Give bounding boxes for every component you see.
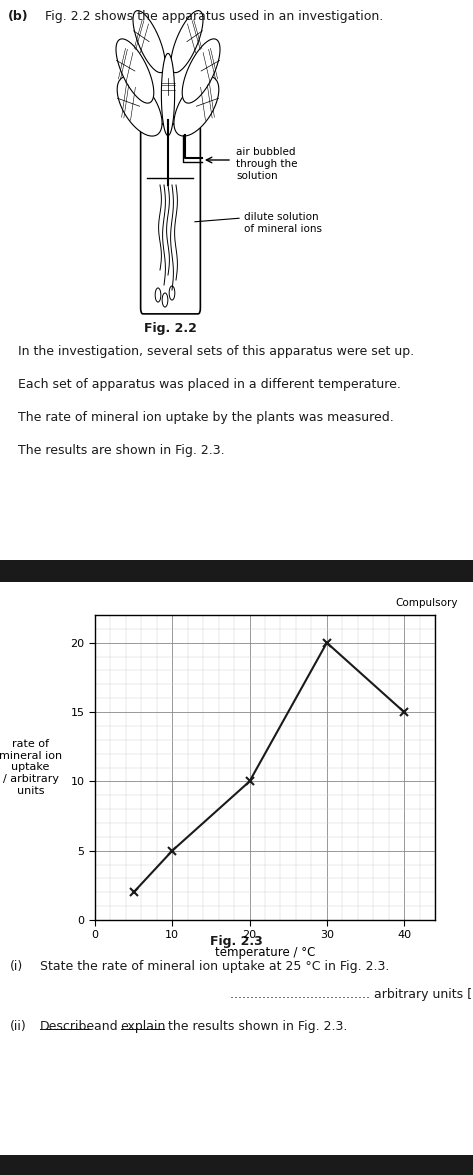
Circle shape — [155, 288, 161, 302]
Circle shape — [169, 286, 175, 300]
X-axis label: temperature / °C: temperature / °C — [215, 946, 315, 959]
Polygon shape — [117, 76, 162, 136]
Polygon shape — [133, 11, 165, 73]
Text: State the rate of mineral ion uptake at 25 °C in Fig. 2.3.: State the rate of mineral ion uptake at … — [40, 960, 389, 973]
Text: Fig. 2.2 shows the apparatus used in an investigation.: Fig. 2.2 shows the apparatus used in an … — [45, 11, 383, 24]
Bar — [0, 1155, 473, 1175]
Polygon shape — [116, 39, 154, 103]
Text: the results shown in Fig. 2.3.: the results shown in Fig. 2.3. — [164, 1020, 347, 1033]
Text: (ii): (ii) — [10, 1020, 27, 1033]
Text: (b): (b) — [8, 11, 29, 24]
Text: of mineral ions: of mineral ions — [244, 224, 322, 234]
Polygon shape — [174, 76, 219, 136]
Text: explain: explain — [121, 1020, 166, 1033]
Polygon shape — [182, 39, 220, 103]
Text: Fig. 2.2: Fig. 2.2 — [144, 322, 196, 335]
Text: The results are shown in Fig. 2.3.: The results are shown in Fig. 2.3. — [18, 444, 225, 457]
Text: and: and — [89, 1020, 121, 1033]
Text: dilute solution: dilute solution — [244, 212, 319, 222]
FancyBboxPatch shape — [140, 125, 201, 314]
Polygon shape — [171, 11, 203, 73]
Text: through the: through the — [236, 159, 298, 169]
Text: In the investigation, several sets of this apparatus were set up.: In the investigation, several sets of th… — [18, 345, 414, 358]
Y-axis label: rate of
mineral ion
uptake
/ arbitrary
units: rate of mineral ion uptake / arbitrary u… — [0, 739, 62, 795]
Text: Compulsory: Compulsory — [395, 598, 458, 607]
Text: air bubbled: air bubbled — [236, 147, 296, 157]
Bar — [0, 560, 473, 582]
Polygon shape — [161, 53, 175, 135]
Circle shape — [162, 293, 168, 307]
Text: (i): (i) — [10, 960, 23, 973]
Text: The rate of mineral ion uptake by the plants was measured.: The rate of mineral ion uptake by the pl… — [18, 411, 394, 424]
Text: solution: solution — [236, 172, 278, 181]
Text: Fig. 2.3: Fig. 2.3 — [210, 935, 263, 948]
Text: ................................... arbitrary units [: ................................... arbi… — [230, 988, 472, 1001]
Text: Each set of apparatus was placed in a different temperature.: Each set of apparatus was placed in a di… — [18, 378, 401, 391]
Text: Describe: Describe — [40, 1020, 95, 1033]
